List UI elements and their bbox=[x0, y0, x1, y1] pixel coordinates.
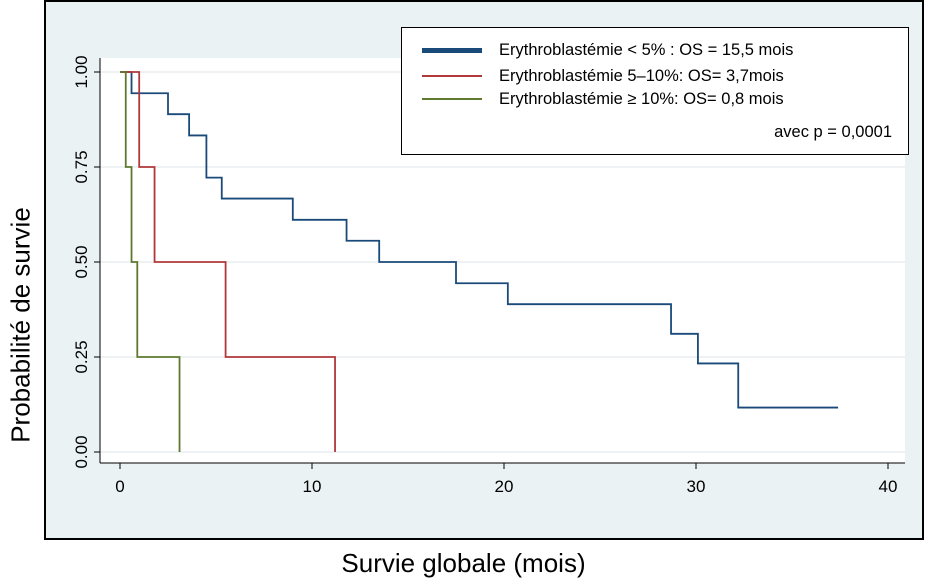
y-tick-label-4: 1.00 bbox=[72, 55, 91, 88]
km-curve-series-1 bbox=[120, 71, 839, 409]
x-tick-label-4: 40 bbox=[879, 477, 898, 496]
x-tick-label-1: 10 bbox=[303, 477, 322, 496]
y-tick-label-0: 0.00 bbox=[72, 435, 91, 468]
legend-label-series-1: Erythroblastémie < 5% : OS = 15,5 mois bbox=[499, 41, 794, 59]
legend-line-series-1 bbox=[422, 48, 482, 53]
legend-line-series-2 bbox=[422, 75, 482, 77]
legend-line-series-3 bbox=[422, 98, 482, 100]
km-curve-series-3 bbox=[120, 71, 181, 452]
legend-label-series-3: Erythroblastémie ≥ 10%: OS= 0,8 mois bbox=[499, 90, 784, 108]
legend-pvalue-note: avec p = 0,0001 bbox=[774, 123, 892, 141]
y-axis-label: Probabilité de survie bbox=[5, 207, 36, 443]
legend-label-series-2: Erythroblastémie 5–10%: OS= 3,7mois bbox=[499, 67, 784, 85]
y-tick-label-1: 0.25 bbox=[72, 340, 91, 373]
x-tick-label-3: 30 bbox=[687, 477, 706, 496]
x-axis-label: Survie globale (mois) bbox=[341, 548, 586, 578]
x-tick-label-2: 20 bbox=[495, 477, 514, 496]
x-tick-label-0: 0 bbox=[115, 477, 124, 496]
y-tick-label-3: 0.75 bbox=[72, 150, 91, 183]
km-curve-series-2 bbox=[120, 71, 336, 452]
legend: Erythroblastémie < 5% : OS = 15,5 mois E… bbox=[401, 27, 909, 155]
y-tick-label-2: 0.50 bbox=[72, 245, 91, 278]
